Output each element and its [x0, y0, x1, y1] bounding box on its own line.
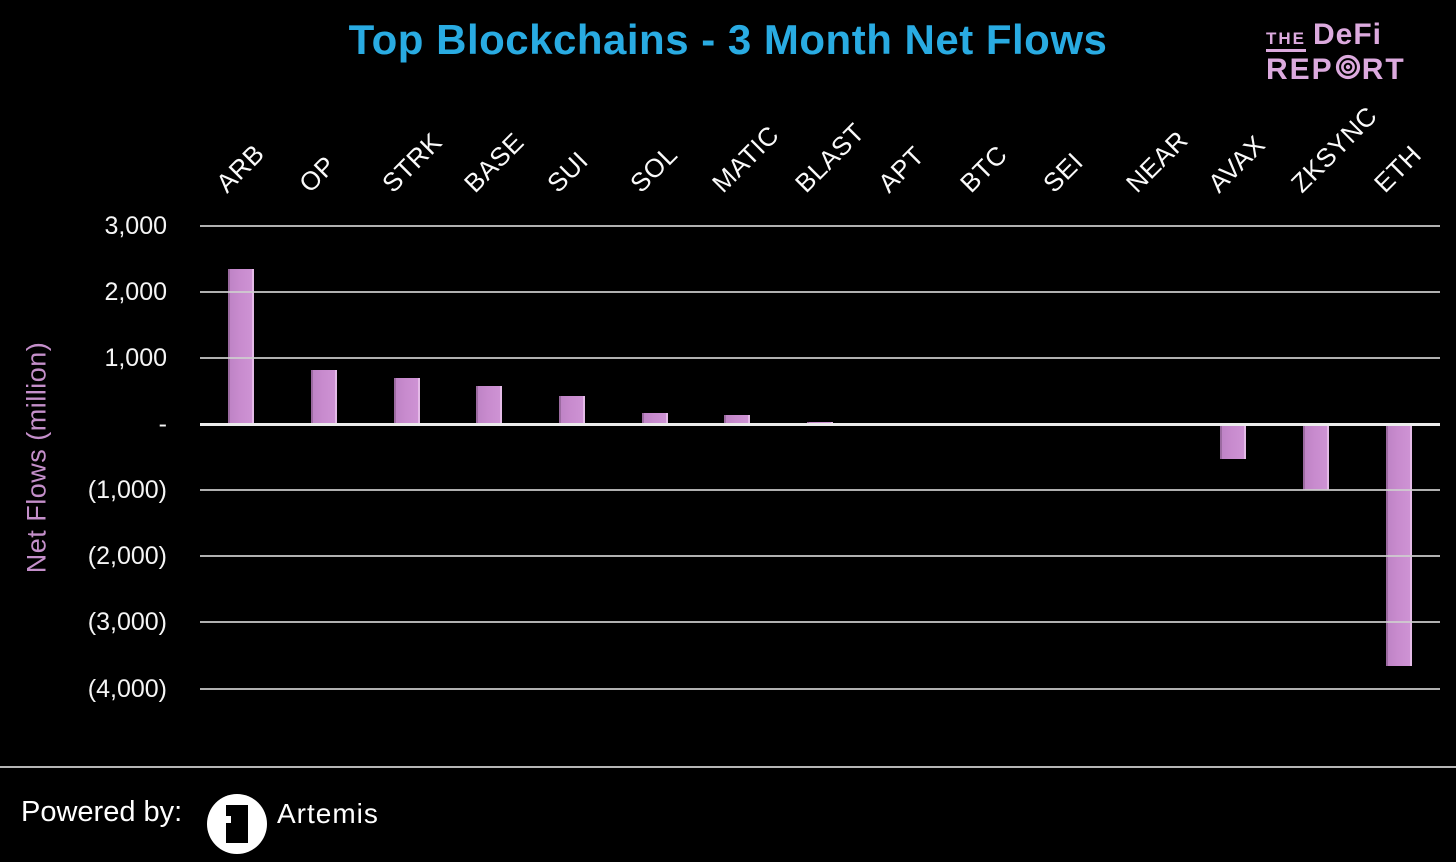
artemis-brand-name: Artemis: [277, 798, 379, 829]
bar-zksync: [1303, 424, 1329, 491]
category-label-zksync: ZKSYNC: [1285, 100, 1383, 199]
category-label-sei: SEI: [1037, 146, 1089, 199]
gridline: [200, 489, 1440, 492]
defi-report-logo-line1: THE DeFi: [1266, 20, 1406, 52]
bar-strk: [393, 378, 420, 424]
category-label-matic: MATIC: [706, 119, 786, 199]
logo-rt-text: RT: [1361, 53, 1406, 86]
category-label-sui: SUI: [541, 145, 595, 199]
bar-avax: [1220, 424, 1247, 460]
artemis-logo-icon: [205, 792, 269, 861]
bullseye-icon: [1335, 54, 1361, 86]
bar-op: [311, 370, 337, 424]
y-tick-label: 2,000: [104, 277, 167, 306]
category-label-arb: ARB: [210, 138, 271, 199]
category-label-sol: SOL: [623, 139, 683, 199]
logo-defi-text: DeFi: [1313, 18, 1383, 51]
powered-by-label: Powered by:: [21, 796, 183, 828]
category-label-avax: AVAX: [1202, 129, 1272, 199]
chart-title: Top Blockchains - 3 Month Net Flows: [348, 16, 1108, 63]
category-label-strk: STRK: [375, 126, 448, 199]
y-tick-label: 3,000: [104, 211, 167, 240]
gridline: [200, 687, 1440, 690]
gridline: [200, 555, 1440, 558]
category-label-apt: APT: [871, 140, 930, 199]
defi-report-logo: THE DeFi REP RT: [1266, 20, 1406, 86]
zero-axis-line: [200, 422, 1440, 426]
category-label-near: NEAR: [1119, 124, 1194, 199]
y-tick-label: (1,000): [87, 476, 167, 505]
y-tick-label: 1,000: [104, 343, 167, 372]
gridline: [200, 224, 1440, 227]
bar-eth: [1385, 424, 1412, 667]
gridline: [200, 621, 1440, 624]
bar-matic: [724, 415, 751, 424]
y-tick-label: (2,000): [87, 542, 167, 571]
defi-report-logo-line2: REP RT: [1266, 54, 1406, 86]
category-label-eth: ETH: [1367, 139, 1427, 199]
bar-sui: [559, 396, 585, 424]
category-label-blast: BLAST: [789, 117, 871, 199]
logo-rep-text: REP: [1266, 53, 1334, 86]
category-label-btc: BTC: [954, 139, 1014, 199]
footer: Powered by: Artemis: [0, 766, 1456, 862]
y-tick-label: (3,000): [87, 608, 167, 637]
logo-the-text: THE: [1266, 30, 1306, 52]
category-label-base: BASE: [458, 126, 531, 199]
category-label-op: OP: [293, 149, 342, 199]
gridline: [200, 356, 1440, 359]
bar-sol: [641, 413, 668, 424]
bar-chart-plot-area: 3,000 2,000 1,000 - (1,000) (2,000) (3,000) (4,…: [87, 100, 1440, 703]
bar-base: [476, 385, 503, 424]
gridline: [200, 290, 1440, 293]
y-tick-label: (4,000): [87, 674, 167, 703]
y-tick-label: -: [158, 410, 167, 438]
bar-arb: [228, 268, 255, 424]
